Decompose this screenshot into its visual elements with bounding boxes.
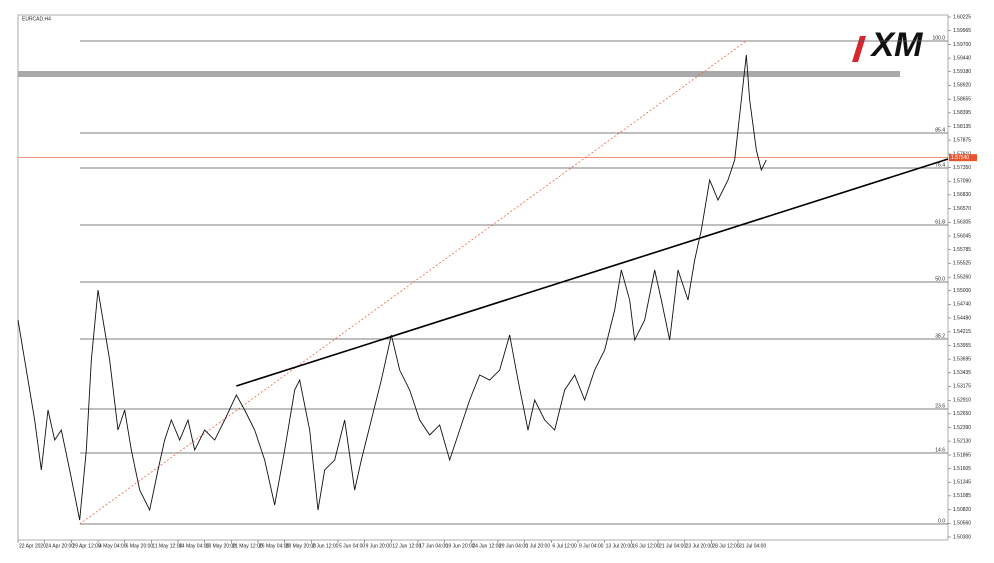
y-tick-label: 1.56830 (953, 192, 971, 198)
x-tick-label: 29 Apr 12:00 (72, 543, 101, 549)
y-tick-label: 1.52910 (953, 398, 971, 404)
x-tick-label: 9 Jul 04:00 (579, 543, 604, 549)
y-tick-label: 1.53695 (953, 356, 971, 362)
y-tick-label: 1.59700 (953, 42, 971, 48)
y-tick-label: 1.57875 (953, 137, 971, 143)
y-tick-label: 1.51605 (953, 466, 971, 472)
x-tick-label: 11 May 12:00 (152, 543, 182, 549)
x-tick-label: 1 Jul 20:00 (526, 543, 551, 549)
y-tick-label: 1.54215 (953, 329, 971, 335)
price-line (17, 54, 767, 521)
y-tick-label: 1.51345 (953, 480, 971, 486)
logo-mark (852, 36, 866, 62)
x-tick-label: 5 Jun 04:00 (339, 543, 365, 549)
symbol-label: EURCAD,H4 (22, 16, 51, 22)
y-tick-label: 1.50300 (953, 534, 971, 540)
y-tick-label: 1.51085 (953, 493, 971, 499)
y-tick-label: 1.51865 (953, 452, 971, 458)
y-tick-label: 1.56045 (953, 233, 971, 239)
x-tick-label: 6 Jul 12:00 (552, 543, 577, 549)
y-tick-label: 1.55785 (953, 247, 971, 253)
x-tick-label: 23 Jul 20:00 (686, 543, 713, 549)
y-tick-label: 1.57090 (953, 179, 971, 185)
y-tick-label: 1.50820 (953, 507, 971, 513)
x-tick-label: 26 May 04:00 (259, 543, 290, 549)
y-tick-label: 1.52390 (953, 425, 971, 431)
y-tick-label: 1.58135 (953, 124, 971, 130)
logo-text: XM (870, 26, 924, 64)
y-tick-label: 1.58395 (953, 110, 971, 116)
x-tick-label: 16 Jul 12:00 (632, 543, 659, 549)
y-tick-label: 1.58920 (953, 83, 971, 89)
x-tick-label: 24 Apr 20:00 (46, 543, 75, 549)
fib-level-label: 85.4 (935, 127, 945, 133)
fib-level-label: 38.2 (935, 333, 945, 339)
y-tick-label: 1.52650 (953, 411, 971, 417)
logo: XM (852, 26, 923, 64)
x-tick-label: 28 May 20:00 (286, 543, 317, 549)
x-tick-label: 4 May 04:00 (99, 543, 127, 549)
y-tick-label: 1.55000 (953, 288, 971, 294)
y-tick-label: 1.56570 (953, 206, 971, 212)
y-tick-label: 1.53175 (953, 384, 971, 390)
y-tick-label: 1.57350 (953, 165, 971, 171)
x-tick-label: 2 Jun 12:00 (312, 543, 338, 549)
y-tick-label: 1.58655 (953, 97, 971, 103)
y-tick-label: 1.55525 (953, 261, 971, 267)
current-price-box (949, 154, 977, 162)
x-tick-label: 21 May 12:00 (232, 543, 263, 549)
y-tick-label: 1.54480 (953, 315, 971, 321)
x-tick-label: 17 Jun 04:00 (419, 543, 448, 549)
y-tick-label: 1.59440 (953, 55, 971, 61)
fib-level-label: 100.0 (932, 35, 945, 41)
x-tick-label: 28 Jul 12:00 (712, 543, 739, 549)
y-tick-label: 1.52130 (953, 438, 971, 444)
y-tick-label: 1.54740 (953, 302, 971, 308)
y-tick-label: 1.59965 (953, 28, 971, 34)
x-tick-label: 9 Jun 20:00 (366, 543, 392, 549)
y-tick-label: 1.53435 (953, 370, 971, 376)
y-tick-label: 1.53955 (953, 343, 971, 349)
y-tick-label: 1.50560 (953, 521, 971, 527)
x-tick-label: 31 Jul 04:00 (739, 543, 766, 549)
x-tick-label: 14 May 04:00 (179, 543, 210, 549)
trendline (236, 158, 949, 387)
fib-level-label: 14.6 (935, 447, 945, 453)
plot-frame (17, 14, 949, 541)
x-tick-label: 19 Jun 20:00 (446, 543, 475, 549)
fib-level-label: 61.8 (935, 219, 945, 225)
x-tick-label: 12 Jun 12:00 (392, 543, 421, 549)
y-tick-label: 1.59180 (953, 69, 971, 75)
current-price-label: 1.57540 (951, 155, 969, 161)
x-tick-label: 24 Jun 12:00 (472, 543, 501, 549)
x-tick-label: 29 Jun 04:00 (499, 543, 528, 549)
fib-level-label: 76.4 (935, 162, 945, 168)
fib-level-label: 23.6 (935, 403, 945, 409)
y-tick-label: 1.55260 (953, 274, 971, 280)
x-tick-label: 13 Jul 20:00 (606, 543, 633, 549)
y-tick-label: 1.60225 (953, 14, 971, 20)
x-tick-label: 21 Jul 04:00 (659, 543, 686, 549)
x-tick-label: 22 Apr 2020 (19, 543, 46, 549)
x-tick-label: 6 May 20:00 (126, 543, 154, 549)
x-tick-label: 18 May 20:00 (206, 543, 237, 549)
fib-diagonal (79, 40, 747, 525)
fib-level-label: 50.0 (935, 276, 945, 282)
y-tick-label: 1.56305 (953, 220, 971, 226)
fib-level-label: 0.0 (938, 518, 945, 524)
